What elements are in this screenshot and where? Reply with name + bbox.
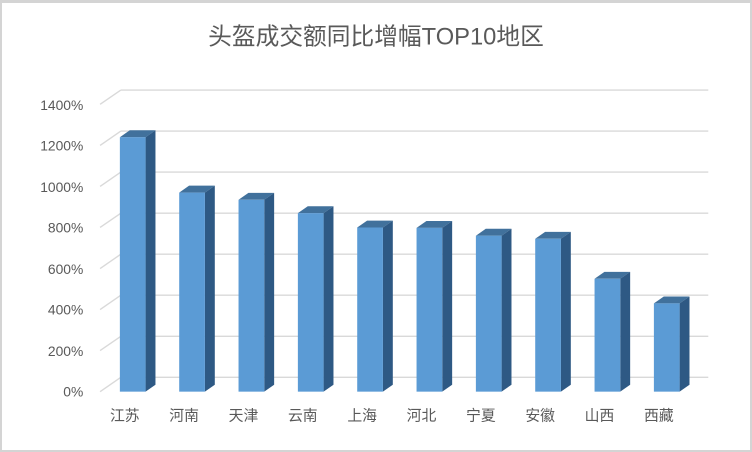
bar-front-face [475,235,502,392]
bar-side-face [264,192,275,392]
bar-front-face [119,137,146,392]
x-axis-category-label: 天津 [229,407,259,424]
bar-column [357,220,393,392]
bar-column [653,296,690,392]
helmet-growth-bar-chart: 头盔成交额同比增幅TOP10地区 1400% 1200% 1000% 800% … [40,24,709,424]
bar-front-face [416,227,443,392]
bar-front-face [179,192,205,392]
x-axis-category-label: 河北 [407,407,437,424]
bar-side-face [145,130,156,392]
x-axis-category-label: 西藏 [644,407,674,424]
bar-front-face [297,213,324,392]
bar-top-face [238,192,275,200]
y-axis-tick-label: 0% [63,384,83,400]
bar-front-face [653,303,680,392]
bar-side-face [501,228,512,392]
x-axis-category-label: 山西 [585,407,615,424]
bar-side-face [382,220,393,392]
bar-top-face [297,206,334,214]
bar-column [119,130,156,392]
x-axis-category-label: 上海 [347,407,377,424]
bar-column [297,206,334,392]
bar-top-face [357,220,393,228]
bar-side-face [679,296,690,392]
bar-side-face [204,185,215,392]
bar-top-face [119,130,156,138]
y-axis-tick-label: 200% [48,343,83,359]
x-axis-category-label: 宁夏 [466,407,496,424]
y-axis-labels: 1400% 1200% 1000% 800% 600% 400% 200% 0% [40,97,83,400]
x-axis-category-label: 江苏 [110,407,140,424]
bar-column [535,231,571,392]
bar-side-face [442,220,453,392]
bar-front-face [535,238,561,392]
y-axis-tick-label: 400% [48,302,83,318]
x-axis-labels: 江苏 河南 天津 云南 上海 河北 宁夏 安徽 山西 西藏 [110,407,674,424]
bar-front-face [238,199,265,392]
bar-column [179,185,215,392]
y-axis-tick-label: 600% [48,261,83,277]
bar-top-face [179,185,215,193]
bars-layer [119,130,690,392]
bar-top-face [475,228,512,236]
y-axis-tick-label: 1400% [40,97,83,113]
bar-front-face [357,227,383,392]
y-axis-tick-label: 1200% [40,137,83,153]
bar-top-face [594,271,631,279]
y-axis-tick-label: 800% [48,219,83,235]
bar-side-face [323,206,334,392]
bar-column [475,228,512,392]
bar-top-face [653,296,690,304]
bar-top-face [535,231,571,239]
x-axis-category-label: 云南 [288,407,318,424]
bar-side-face [620,271,631,392]
bar-column [594,271,631,392]
x-axis-category-label: 河南 [169,407,199,424]
bar-top-face [416,220,453,228]
bar-front-face [594,278,621,392]
bar-side-face [560,231,571,392]
x-axis-category-label: 安徽 [525,407,555,424]
bar-column [238,192,275,392]
bar-column [416,220,453,392]
y-axis-tick-label: 1000% [40,179,83,195]
chart-title: 头盔成交额同比增幅TOP10地区 [208,24,544,51]
